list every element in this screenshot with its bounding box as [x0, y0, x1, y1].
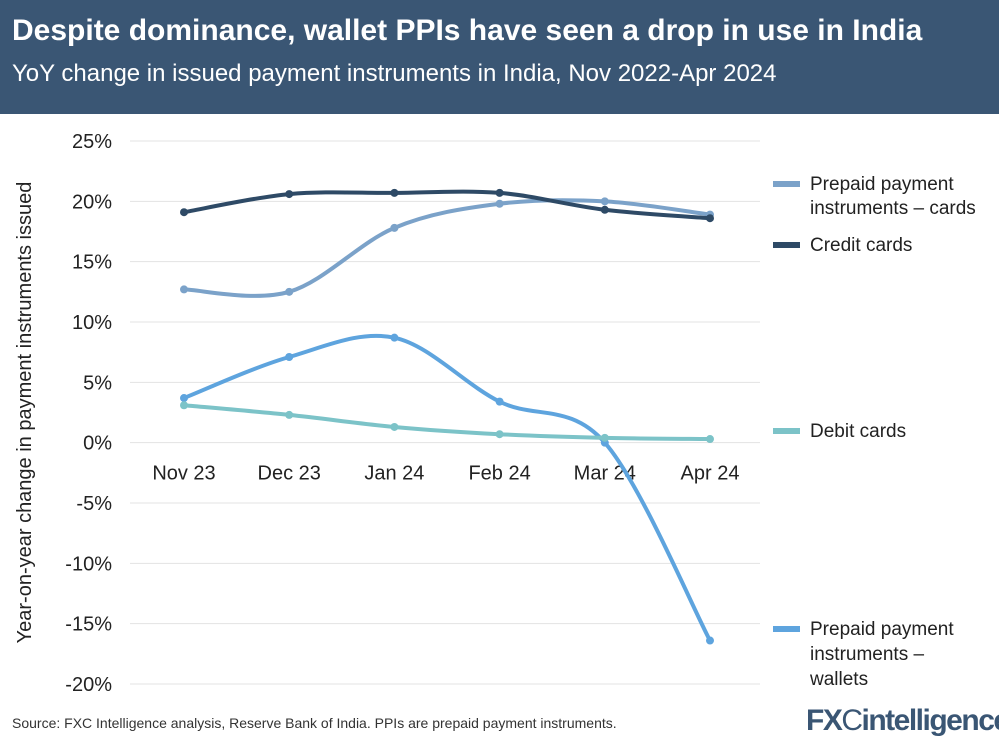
- y-tick-label: 15%: [72, 252, 112, 274]
- x-tick-label: Nov 23: [152, 463, 215, 485]
- data-point: [180, 394, 188, 403]
- source-note: Source: FXC Intelligence analysis, Reser…: [12, 715, 617, 731]
- data-point: [390, 333, 399, 342]
- y-tick-label: -10%: [65, 553, 112, 575]
- legend-label: instruments –: [810, 644, 924, 665]
- y-axis-label: Year-on-year change in payment instrumen…: [14, 182, 36, 644]
- y-tick-label: 20%: [72, 191, 112, 213]
- data-point: [495, 199, 504, 208]
- y-tick-label: -15%: [65, 614, 112, 636]
- data-point: [495, 430, 504, 439]
- data-point: [706, 435, 714, 444]
- data-point: [285, 410, 294, 419]
- data-point: [495, 188, 504, 197]
- x-tick-label: Dec 23: [258, 463, 321, 485]
- legend-label: Prepaid payment: [810, 174, 954, 195]
- line-chart: 25% 20% 15% 10% 5% 0% -5% -10% -15% -20% Nov 23 Dec…: [14, 131, 976, 696]
- fxc-logo: FXCintelligence: [806, 704, 999, 737]
- data-point: [285, 352, 294, 361]
- y-tick-label: 5%: [83, 372, 112, 394]
- header: Despite dominance, wallet PPIs have seen…: [0, 0, 999, 114]
- x-tick-label: Feb 24: [468, 463, 530, 485]
- data-point: [600, 433, 609, 442]
- legend-label: Credit cards: [810, 235, 912, 256]
- data-point: [390, 422, 399, 431]
- legend-label: Prepaid payment: [810, 619, 954, 640]
- y-tick-label: 25%: [72, 131, 112, 153]
- data-point: [706, 636, 714, 645]
- legend-label: wallets: [809, 669, 868, 690]
- data-point: [600, 197, 609, 206]
- x-tick-label: Jan 24: [364, 463, 424, 485]
- series-line: [182, 189, 712, 221]
- data-point: [495, 397, 504, 406]
- chart-subtitle: YoY change in issued payment instruments…: [12, 60, 777, 87]
- y-tick-label: -5%: [76, 493, 112, 515]
- data-point: [390, 188, 399, 197]
- y-tick-label: -20%: [65, 674, 112, 696]
- data-point: [285, 190, 294, 199]
- x-tick-label: Apr 24: [681, 463, 740, 485]
- legend-label: instruments – cards: [810, 198, 976, 219]
- legend-label: Debit cards: [810, 421, 906, 442]
- series-line: [182, 333, 712, 643]
- data-point: [180, 208, 188, 217]
- y-tick-label: 0%: [83, 433, 112, 455]
- chart-title: Despite dominance, wallet PPIs have seen…: [12, 14, 923, 47]
- data-point: [706, 214, 714, 223]
- data-point: [390, 223, 399, 232]
- series-line: [182, 198, 712, 298]
- data-point: [285, 287, 294, 296]
- data-point: [600, 205, 609, 214]
- data-point: [180, 285, 188, 294]
- y-tick-label: 10%: [72, 312, 112, 334]
- series-line: [182, 403, 712, 442]
- data-point: [180, 401, 188, 410]
- x-tick-label: Mar 24: [574, 463, 636, 485]
